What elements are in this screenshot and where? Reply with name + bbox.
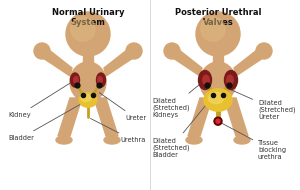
Circle shape <box>34 43 50 59</box>
Ellipse shape <box>203 75 209 85</box>
Text: Dilated
(Stretched)
Ureter: Dilated (Stretched) Ureter <box>230 89 296 120</box>
Polygon shape <box>188 98 212 136</box>
Ellipse shape <box>81 94 91 102</box>
Circle shape <box>164 43 180 59</box>
Polygon shape <box>58 98 82 136</box>
Ellipse shape <box>97 73 106 87</box>
Circle shape <box>126 43 142 59</box>
Text: Dilated
(Stretched)
Bladder: Dilated (Stretched) Bladder <box>152 102 208 158</box>
Text: Kidney: Kidney <box>8 82 73 118</box>
Polygon shape <box>234 46 266 76</box>
Polygon shape <box>224 98 248 136</box>
Ellipse shape <box>104 136 120 144</box>
Polygon shape <box>104 46 136 76</box>
Circle shape <box>196 12 240 56</box>
Ellipse shape <box>200 62 236 102</box>
Ellipse shape <box>199 70 212 89</box>
Ellipse shape <box>204 89 232 111</box>
Text: Posterior Urethral
Valves: Posterior Urethral Valves <box>175 8 261 27</box>
Ellipse shape <box>224 70 238 89</box>
Ellipse shape <box>74 77 78 83</box>
Circle shape <box>201 17 225 41</box>
Circle shape <box>214 117 222 125</box>
Circle shape <box>216 119 220 123</box>
Ellipse shape <box>98 77 102 83</box>
Polygon shape <box>170 46 202 76</box>
Text: Normal Urinary
System: Normal Urinary System <box>52 8 124 27</box>
Text: Urethra: Urethra <box>91 118 146 143</box>
Text: Ureter: Ureter <box>99 93 146 121</box>
Ellipse shape <box>79 93 97 107</box>
Circle shape <box>66 12 110 56</box>
Text: Bladder: Bladder <box>8 101 85 141</box>
Bar <box>213 56 223 64</box>
Text: Tissue
blocking
urethra: Tissue blocking urethra <box>220 123 286 160</box>
Ellipse shape <box>70 73 80 87</box>
Ellipse shape <box>186 136 202 144</box>
Circle shape <box>71 17 95 41</box>
Polygon shape <box>94 98 118 136</box>
Ellipse shape <box>56 136 72 144</box>
Ellipse shape <box>208 92 224 104</box>
Bar <box>83 56 93 64</box>
Ellipse shape <box>227 75 233 85</box>
Polygon shape <box>40 46 72 76</box>
Ellipse shape <box>70 62 106 102</box>
Ellipse shape <box>234 136 250 144</box>
Text: Dilated
(Stretched)
Kidneys: Dilated (Stretched) Kidneys <box>152 82 203 118</box>
Circle shape <box>256 43 272 59</box>
